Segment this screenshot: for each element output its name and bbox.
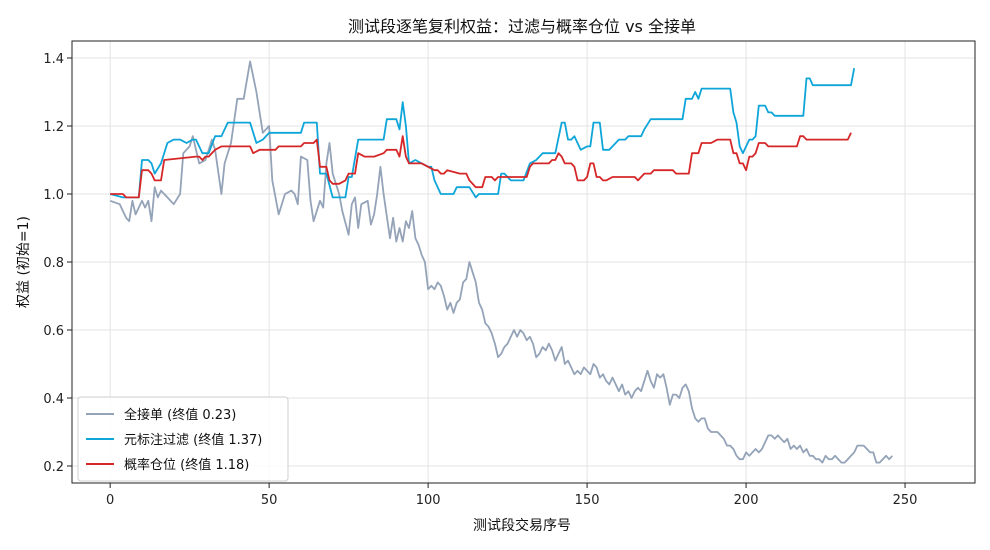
y-tick-label: 1.4 (43, 52, 64, 67)
x-tick-label: 0 (106, 493, 114, 508)
series-line-1 (109, 68, 856, 199)
legend-label: 概率仓位 (终值 1.18) (124, 457, 249, 473)
x-axis: 0 50 100 150 200 250 (106, 483, 917, 508)
legend-label: 元标注过滤 (终值 1.37) (124, 432, 262, 448)
y-tick-label: 0.2 (43, 460, 64, 475)
legend-label: 全接单 (终值 0.23) (124, 407, 236, 423)
x-tick-label: 50 (261, 493, 278, 508)
x-tick-label: 150 (575, 493, 600, 508)
x-axis-title: 测试段交易序号 (473, 517, 571, 534)
y-axis-title: 权益 (初始=1) (15, 216, 32, 308)
legend: 全接单 (终值 0.23) 元标注过滤 (终值 1.37) 概率仓位 (终值 1.1… (77, 396, 289, 482)
series-line-2 (110, 132, 852, 199)
x-tick-label: 200 (734, 493, 759, 508)
x-tick-label: 250 (893, 493, 918, 508)
y-tick-label: 1.2 (43, 120, 64, 135)
legend-box (77, 396, 289, 482)
y-axis: 0.2 0.4 0.6 0.8 1.0 1.2 1.4 (43, 52, 72, 475)
series-layer (109, 60, 893, 464)
x-tick-label: 100 (416, 493, 441, 508)
y-tick-label: 0.8 (43, 256, 64, 271)
chart-title: 测试段逐笔复利权益：过滤与概率仓位 vs 全接单 (348, 17, 696, 36)
series-line-0 (109, 60, 893, 464)
y-tick-label: 0.4 (43, 392, 64, 407)
y-tick-label: 1.0 (43, 188, 64, 203)
y-tick-label: 0.6 (43, 324, 64, 339)
